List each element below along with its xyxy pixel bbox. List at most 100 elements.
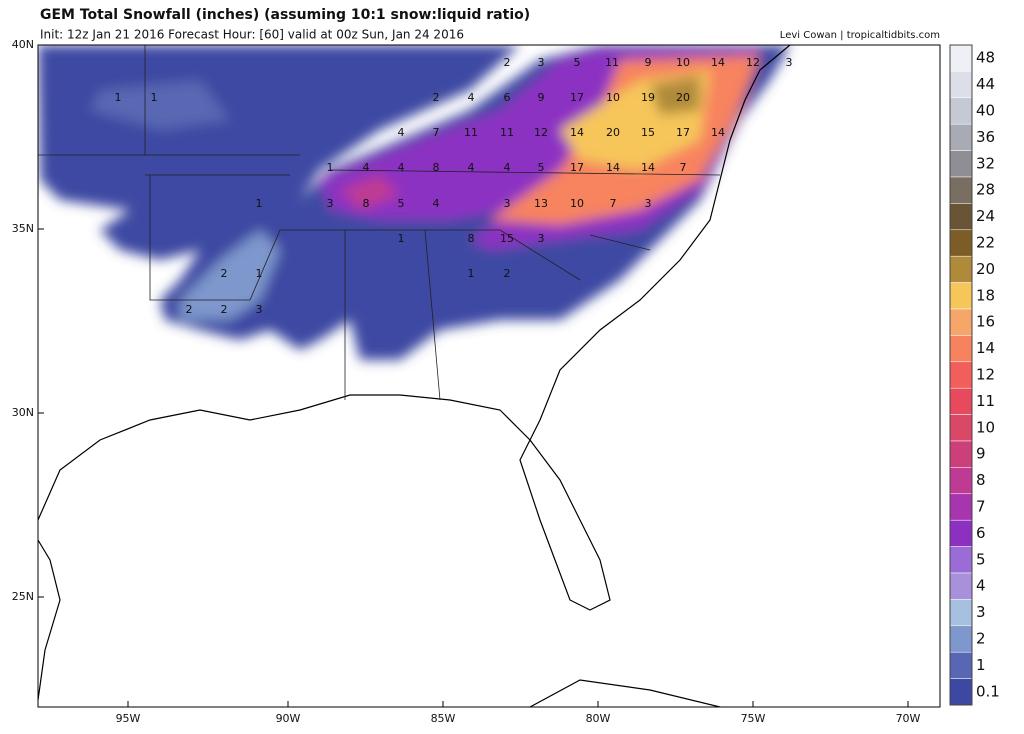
point-label: 14 xyxy=(606,161,620,174)
colorbar-label: 12 xyxy=(976,366,995,384)
point-label: 1 xyxy=(151,91,158,104)
colorbar-label: 48 xyxy=(976,49,995,67)
point-label: 5 xyxy=(574,56,581,69)
lat-label: 35N xyxy=(12,222,34,235)
point-label: 3 xyxy=(504,197,511,210)
colorbar-cell xyxy=(949,71,973,99)
point-label: 2 xyxy=(504,267,511,280)
colorbar-label: 6 xyxy=(976,524,986,542)
colorbar-label: 2 xyxy=(976,630,986,648)
colorbar-label: 20 xyxy=(976,260,995,278)
colorbar-label: 16 xyxy=(976,313,995,331)
point-label: 17 xyxy=(570,91,584,104)
lon-label: 95W xyxy=(116,712,141,725)
colorbar-label: 0.1 xyxy=(976,682,1000,700)
point-label: 14 xyxy=(570,126,584,139)
colorbar-label: 18 xyxy=(976,286,995,304)
credit: Levi Cowan | tropicaltidbits.com xyxy=(780,30,940,41)
point-label: 14 xyxy=(711,56,725,69)
lon-label: 85W xyxy=(431,712,456,725)
point-label: 3 xyxy=(645,197,652,210)
point-label: 11 xyxy=(464,126,478,139)
title: GEM Total Snowfall (inches) (assuming 10… xyxy=(40,7,530,23)
colorbar-cell xyxy=(949,335,973,363)
colorbar-cell xyxy=(949,150,973,178)
lon-label: 80W xyxy=(586,712,611,725)
colorbar-cell xyxy=(949,625,973,653)
point-label: 9 xyxy=(645,56,652,69)
colorbar-label: 32 xyxy=(976,154,995,172)
point-label: 2 xyxy=(221,303,228,316)
colorbar-label: 40 xyxy=(976,102,995,120)
point-label: 4 xyxy=(398,161,405,174)
point-label: 4 xyxy=(468,91,475,104)
lat-label: 25N xyxy=(12,590,34,603)
point-label: 13 xyxy=(534,197,548,210)
lon-label: 70W xyxy=(896,712,921,725)
colorbar-label: 24 xyxy=(976,207,995,225)
colorbar-cell xyxy=(949,387,973,415)
map-frame xyxy=(37,44,941,708)
colorbar-frame xyxy=(949,44,973,706)
point-label: 2 xyxy=(433,91,440,104)
point-label: 4 xyxy=(433,197,440,210)
state-borders xyxy=(38,45,721,401)
colorbar-cell xyxy=(949,97,973,125)
point-label: 8 xyxy=(363,197,370,210)
colorbar-label: 22 xyxy=(976,234,995,252)
point-label: 10 xyxy=(570,197,584,210)
lat-label: 30N xyxy=(12,406,34,419)
colorbar-cell xyxy=(949,123,973,151)
lat-label: 40N xyxy=(12,38,34,51)
point-label: 7 xyxy=(610,197,617,210)
colorbar-cell xyxy=(949,308,973,336)
coastline xyxy=(38,45,791,707)
point-label: 1 xyxy=(327,161,334,174)
point-label: 15 xyxy=(500,232,514,245)
point-label: 1 xyxy=(256,267,263,280)
point-label: 3 xyxy=(256,303,263,316)
lon-label: 90W xyxy=(276,712,301,725)
colorbar-label: 28 xyxy=(976,181,995,199)
subtitle: Init: 12z Jan 21 2016 Forecast Hour: [60… xyxy=(40,28,464,42)
point-label: 7 xyxy=(433,126,440,139)
point-label: 2 xyxy=(221,267,228,280)
point-label: 12 xyxy=(746,56,760,69)
point-label: 1 xyxy=(398,232,405,245)
point-label: 1 xyxy=(115,91,122,104)
point-label: 10 xyxy=(676,56,690,69)
point-label: 4 xyxy=(398,126,405,139)
colorbar-cell xyxy=(949,467,973,495)
colorbar-cell xyxy=(949,414,973,442)
colorbar-label: 4 xyxy=(976,577,986,595)
point-label: 19 xyxy=(641,91,655,104)
snow-field xyxy=(38,45,790,360)
colorbar-cell xyxy=(949,361,973,389)
point-label: 20 xyxy=(676,91,690,104)
point-label: 3 xyxy=(538,232,545,245)
colorbar-label: 44 xyxy=(976,75,995,93)
point-label: 14 xyxy=(711,126,725,139)
point-label: 15 xyxy=(641,126,655,139)
point-label: 8 xyxy=(433,161,440,174)
point-label: 2 xyxy=(186,303,193,316)
colorbar-cell xyxy=(949,44,973,72)
point-label: 8 xyxy=(468,232,475,245)
point-label: 2 xyxy=(504,56,511,69)
colorbar-cell xyxy=(949,493,973,521)
colorbar-cell xyxy=(949,440,973,468)
point-label: 4 xyxy=(468,161,475,174)
colorbar-cell xyxy=(949,203,973,231)
colorbar-label: 1 xyxy=(976,656,986,674)
point-label: 14 xyxy=(641,161,655,174)
point-label: 17 xyxy=(570,161,584,174)
colorbar-label: 11 xyxy=(976,392,995,410)
colorbar-label: 5 xyxy=(976,550,986,568)
point-label: 6 xyxy=(504,91,511,104)
point-label: 5 xyxy=(538,161,545,174)
colorbar-label: 8 xyxy=(976,471,986,489)
point-label: 12 xyxy=(534,126,548,139)
point-label: 3 xyxy=(538,56,545,69)
point-label: 1 xyxy=(468,267,475,280)
